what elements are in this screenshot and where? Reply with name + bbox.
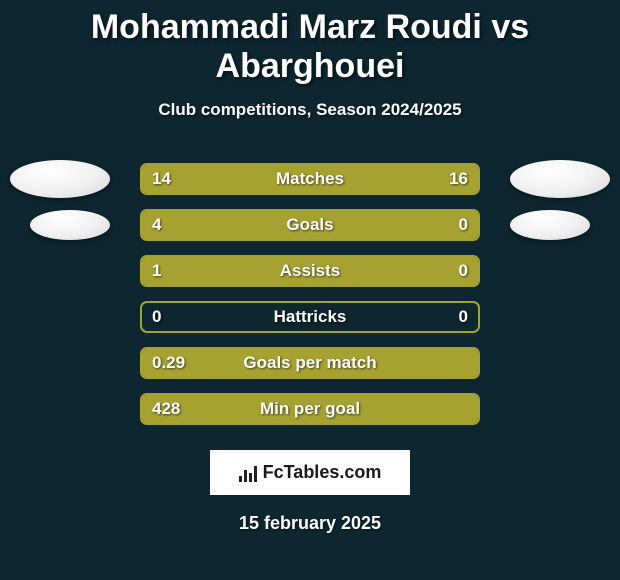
stat-label: Min per goal [260,399,360,419]
stat-value-right: 0 [459,215,468,235]
avatar-spacer [510,298,610,336]
player-avatar-left [30,210,110,240]
stat-row: Min per goal 428 [0,386,620,432]
stat-label: Hattricks [274,307,347,327]
stat-value-right: 0 [459,261,468,281]
avatar-spacer [10,390,110,428]
stat-value-left: 0 [152,307,161,327]
stat-row: Assists 1 0 [0,248,620,294]
stat-value-left: 428 [152,399,180,419]
avatar-spacer [10,298,110,336]
player-avatar-right [510,210,590,240]
stat-label: Matches [276,169,344,189]
brand-chart-icon [239,464,259,482]
player-avatar-left [10,160,110,198]
bar-fill-left [142,257,404,285]
stat-value-left: 1 [152,261,161,281]
stat-label: Goals per match [243,353,376,373]
stat-value-left: 4 [152,215,161,235]
avatar-spacer [510,252,610,290]
stat-bar: Assists 1 0 [140,255,480,287]
stat-label: Assists [280,261,340,281]
avatar-spacer [510,344,610,382]
brand-badge: FcTables.com [210,450,410,495]
brand-text: FcTables.com [263,462,382,483]
stat-bar: Goals 4 0 [140,209,480,241]
bar-fill-left [142,211,404,239]
stat-bar: Hattricks 0 0 [140,301,480,333]
player-avatar-right [510,160,610,198]
stat-label: Goals [286,215,333,235]
stat-bar: Min per goal 428 [140,393,480,425]
stat-row: Goals 4 0 [0,202,620,248]
avatar-spacer [10,252,110,290]
stat-value-left: 14 [152,169,171,189]
date-label: 15 february 2025 [0,513,620,534]
avatar-spacer [10,344,110,382]
stat-value-right: 16 [449,169,468,189]
stat-row: Goals per match 0.29 [0,340,620,386]
stat-row: Matches 14 16 [0,156,620,202]
stat-value-right: 0 [459,307,468,327]
stat-bar: Goals per match 0.29 [140,347,480,379]
page-title: Mohammadi Marz Roudi vs Abarghouei [0,0,620,86]
stat-bar: Matches 14 16 [140,163,480,195]
avatar-spacer [510,390,610,428]
stat-row: Hattricks 0 0 [0,294,620,340]
subtitle: Club competitions, Season 2024/2025 [0,100,620,120]
stats-container: Matches1416Goals40Assists10Hattricks00Go… [0,156,620,432]
stat-value-left: 0.29 [152,353,185,373]
